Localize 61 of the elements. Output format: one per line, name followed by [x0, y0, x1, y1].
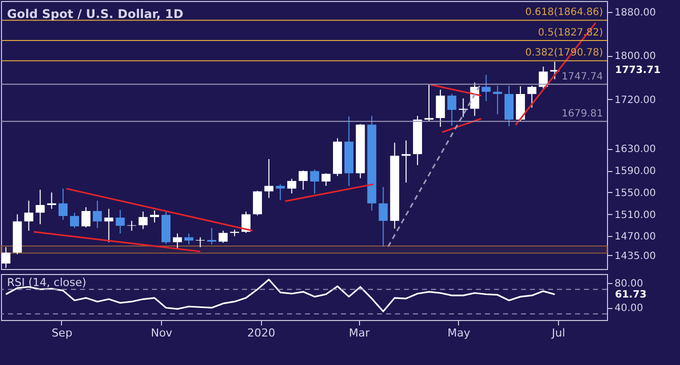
- candlestick: [458, 98, 468, 118]
- candlestick: [242, 211, 251, 234]
- candlestick: [92, 200, 102, 228]
- line-series: [5, 278, 556, 312]
- candlestick: [436, 89, 445, 128]
- candlestick: [138, 211, 148, 230]
- y-tick-label: 1630.00: [614, 144, 656, 156]
- candlestick: [264, 158, 274, 198]
- candlestick: [70, 212, 80, 228]
- candlestick: [378, 186, 388, 248]
- candlestick: [218, 230, 228, 244]
- y-tick-label: 1880.00: [614, 7, 656, 18]
- text: Gold Spot / U.S. Dollar, 1D: [7, 7, 184, 21]
- candlestick: [81, 206, 90, 228]
- candlestick: [276, 184, 285, 201]
- ref-line-label: 0.618(1864.86): [525, 7, 604, 18]
- candlestick: [310, 168, 320, 194]
- ref-line-label: 1747.74: [562, 71, 603, 82]
- candlestick: [298, 170, 308, 190]
- y-tick-label: 1435.00: [614, 250, 656, 262]
- x-tick-label: Sep: [52, 326, 72, 340]
- x-tick-label: Jul: [550, 326, 566, 340]
- text: 61.73: [615, 289, 647, 300]
- candlestick: [1, 246, 10, 268]
- y-tick-label: 40.00: [614, 303, 644, 314]
- candlestick: [196, 236, 205, 248]
- x-tick-label: Mar: [348, 326, 370, 340]
- chart-title: RSI (14, close): [7, 276, 86, 289]
- candlestick: [493, 85, 502, 115]
- candlestick: [447, 93, 456, 126]
- candlestick: [172, 232, 182, 250]
- candlestick: [58, 188, 68, 220]
- y-tick-label: 1510.00: [614, 210, 656, 221]
- candlestick: [538, 66, 548, 90]
- candlestick: [150, 210, 160, 224]
- candlestick: [527, 85, 536, 108]
- candlestick: [36, 189, 45, 225]
- candlestick: [184, 232, 194, 245]
- y-tick-label: 1590.00: [614, 166, 656, 178]
- candlestick: [47, 192, 56, 210]
- candlestick: [322, 172, 331, 186]
- x-tick-label: May: [447, 326, 471, 340]
- candlestick: [116, 209, 125, 234]
- candlestick: [252, 190, 262, 216]
- candlestick: [402, 140, 411, 184]
- y-tick-label: 1550.00: [614, 188, 656, 199]
- candlestick: [287, 178, 296, 194]
- candlestick: [207, 227, 216, 245]
- candlestick: [104, 208, 114, 243]
- x-tick-label: Nov: [150, 326, 173, 340]
- y-tick-label: 1470.00: [614, 232, 656, 243]
- candlestick: [424, 84, 434, 122]
- y-tick-label: 80.00: [614, 278, 644, 290]
- y-tick-label: 1720.00: [614, 94, 656, 106]
- candlestick: [482, 74, 491, 102]
- ref-line-label: 1679.81: [562, 108, 603, 120]
- text: 1773.71: [615, 65, 661, 76]
- y-tick-label: 1800.00: [614, 51, 656, 62]
- candlestick: [127, 220, 136, 232]
- candlestick: [24, 200, 34, 232]
- x-tick-label: 2020: [247, 326, 276, 340]
